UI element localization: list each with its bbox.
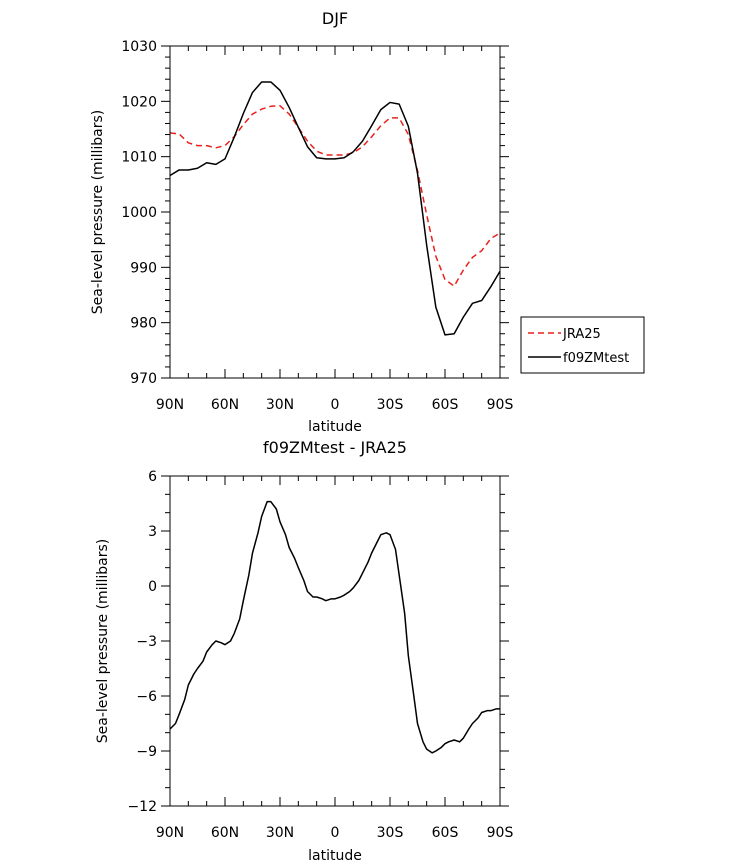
x-tick-labels: 90N 60N 30N 0 30S 60S 90S [156,825,514,841]
y-tick-label: −12 [127,799,157,815]
series-group [169,500,500,754]
plot-frame [169,45,501,379]
y-tick-label: 3 [148,524,157,540]
y-tick-label: 0 [148,579,157,595]
chart-title: DJF [322,9,348,28]
chart-title: f09ZMtest - JRA25 [263,438,407,457]
x-tick-label: 90S [487,397,514,413]
series-line-difference [169,500,500,754]
y-tick-label: 980 [130,316,157,332]
y-tick-label: 1020 [121,94,157,110]
y-tick-label: 990 [130,260,157,276]
x-tick-label: 0 [331,825,340,841]
legend-box [520,316,645,374]
x-tick-label: 90N [156,825,184,841]
legend-label-jra25: JRA25 [562,327,601,342]
chart-difference: f09ZMtest - JRA25 90N 60N 30N 0 30S 60S 90S 6 3… [95,438,513,864]
y-axis-title: Sea-level pressure (millibars) [95,539,111,743]
tick-marks [161,475,509,807]
legend-label-f09zmtest: f09ZMtest [563,351,629,366]
y-tick-label: −3 [136,634,157,650]
y-tick-label: 1010 [121,150,157,166]
series-line-f09zmtest [169,81,501,336]
x-axis-title: latitude [308,848,362,864]
y-tick-labels: 1030 1020 1010 1000 990 980 970 [121,39,157,387]
x-tick-label: 30S [377,397,404,413]
y-tick-label: −6 [136,689,157,705]
x-axis-title: latitude [308,419,362,435]
x-tick-label: 30S [377,825,404,841]
y-tick-label: 6 [148,469,157,485]
x-tick-label: 90S [487,825,514,841]
y-tick-label: 1000 [121,205,157,221]
x-tick-label: 90N [156,397,184,413]
y-tick-label: 970 [130,371,157,387]
series-group [169,81,501,336]
x-tick-label: 0 [331,397,340,413]
x-tick-label: 60S [432,825,459,841]
y-axis-title: Sea-level pressure (millibars) [90,110,106,314]
y-tick-label: −9 [136,744,157,760]
x-tick-label: 60N [211,825,239,841]
x-tick-label: 60S [432,397,459,413]
chart-djf: DJF 90N 60N 30N 0 30S 60S 90S 1030 1020 1010 1000… [90,9,645,435]
series-line-jra25 [169,105,501,287]
y-tick-labels: 6 3 0 −3 −6 −9 −12 [127,469,157,815]
x-tick-label: 60N [211,397,239,413]
plot-frame [169,475,501,807]
x-tick-label: 30N [266,397,294,413]
legend: JRA25 f09ZMtest [520,316,645,374]
y-tick-label: 1030 [121,39,157,55]
x-tick-label: 30N [266,825,294,841]
x-tick-labels: 90N 60N 30N 0 30S 60S 90S [156,397,514,413]
